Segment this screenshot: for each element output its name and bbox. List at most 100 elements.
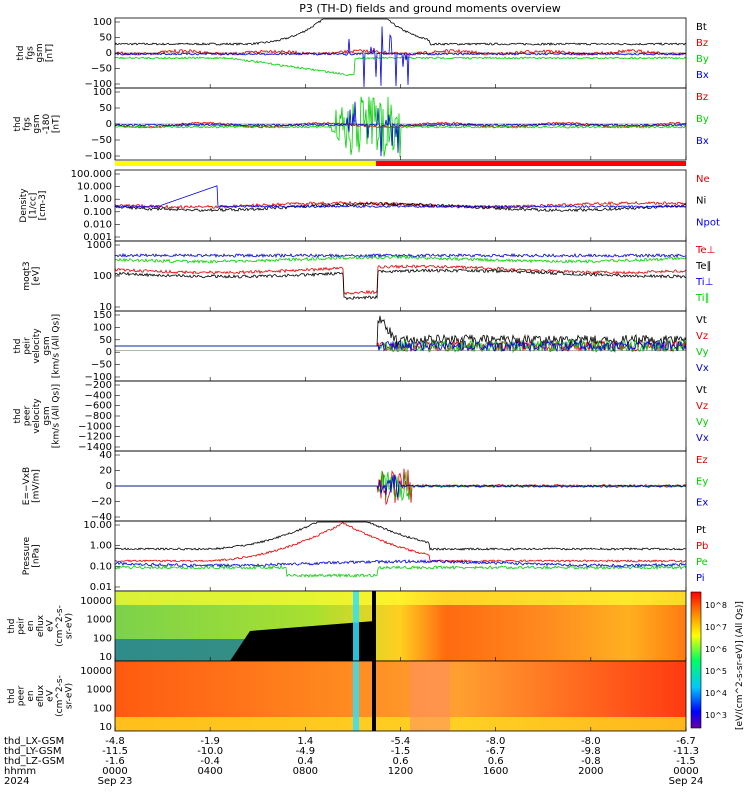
- colorbar-tick: 10^3: [705, 711, 727, 720]
- panel-9-ylabel-line: eflux: [36, 614, 46, 637]
- ytick-label: 1.00: [90, 541, 112, 552]
- trace-Pi: [114, 559, 687, 569]
- footer-time: 2000: [578, 766, 603, 777]
- panel-10-ylabel-line: thd: [7, 689, 17, 704]
- panel-frame: [114, 380, 687, 452]
- legend-Vy: Vy: [696, 347, 709, 358]
- legend-Bz: Bz: [696, 92, 708, 103]
- ytick-label: 1000: [87, 240, 112, 251]
- panel-6: thd peer velocity gsm [km/s (All Qs)] −200−40…: [13, 380, 709, 453]
- spectrogram-gap: [230, 621, 375, 661]
- footer-time: 0400: [197, 766, 222, 777]
- footer-row-label: thd_LX-GSM: [4, 736, 64, 747]
- panel-6-ylabel-line: gsm: [42, 406, 52, 425]
- legend-Pi: Pi: [696, 573, 705, 584]
- colorbar: [eV/(cm^2-s-sr-eV)] (All Qs)] 10^8 10^7 10…: [690, 591, 745, 730]
- footer-time: 1600: [483, 766, 508, 777]
- legend-Ex: Ex: [696, 498, 708, 509]
- panel-1-ylabel-line: fgs: [26, 46, 36, 60]
- ytick-label: 0.01: [90, 582, 112, 593]
- footer-date-end: Sep 24: [669, 776, 704, 787]
- ytick-label: 1.000: [83, 194, 112, 205]
- footer-lz-value: -1.5: [676, 756, 696, 767]
- legend-Bz: Bz: [696, 38, 708, 49]
- legend-Ti⊥: Ti⊥: [695, 277, 713, 288]
- panel-1-ylabel-line: [nT]: [45, 44, 55, 62]
- ytick-label: −20: [91, 497, 112, 508]
- ytick-label: 0: [106, 119, 112, 130]
- spectrogram-dropout: [372, 661, 376, 731]
- trace-Ni: [114, 201, 687, 213]
- trace-Bx: [114, 101, 687, 157]
- ytick-label: 0: [106, 481, 112, 492]
- panel-1-ylabel-line: gsm: [35, 43, 45, 62]
- spectrogram-band-top: [115, 591, 686, 605]
- footer-lz-value: -0.8: [581, 756, 601, 767]
- footer-ly-value: -6.7: [486, 746, 506, 757]
- ytick-label: 100.000: [71, 169, 112, 180]
- panel-6-ylabel-line: velocity: [32, 398, 42, 434]
- ytick-label: 10: [99, 652, 112, 663]
- ytick-label: −800: [85, 411, 112, 422]
- trace-Bt: [114, 18, 687, 46]
- footer-time: 1200: [388, 766, 413, 777]
- trace-Npot: [114, 185, 687, 209]
- panel-frame: [114, 520, 687, 592]
- ytick-label: 100: [93, 703, 112, 714]
- trace-Ne: [114, 200, 687, 210]
- ytick-label: −600: [85, 401, 112, 412]
- legend-Vz: Vz: [696, 401, 708, 412]
- legend-Bt: Bt: [696, 22, 707, 33]
- footer-lz-value: 0.4: [297, 756, 313, 767]
- panel-2: thd fgs gsm -180 [nT] 100 50 0 −50 −100 Bz By Bx: [13, 87, 709, 162]
- legend-Ne: Ne: [696, 174, 710, 185]
- panel-2-ylabel-line: [nT]: [51, 115, 61, 133]
- panel-5-ylabel-line: gsm: [42, 336, 52, 355]
- legend-Ey: Ey: [696, 476, 708, 487]
- footer-lz-value: 0.6: [393, 756, 409, 767]
- ytick-label: 10000: [80, 596, 112, 607]
- panel-3-ylabel-line: Density: [19, 188, 29, 223]
- footer-time: 0000: [102, 766, 127, 777]
- trace-Pt: [114, 521, 687, 551]
- spectrogram-spike: [353, 591, 359, 661]
- panel-10-ylabel-line: eV: [45, 689, 55, 702]
- footer-lz-value: -1.6: [105, 756, 125, 767]
- panel-9-ylabel-line: eV: [45, 619, 55, 632]
- colorbar-tick: 10^4: [705, 689, 727, 698]
- ytick-label: −1400: [78, 442, 112, 453]
- spectrogram-spike: [353, 661, 359, 731]
- ytick-label: −1000: [78, 421, 112, 432]
- ytick-label: 100: [93, 633, 112, 644]
- ytick-label: 50: [99, 33, 112, 44]
- panel-7-ylabel-line: E=−VxB: [22, 467, 32, 505]
- panel-9-ylabel-line: (cm^2-s-: [55, 605, 65, 647]
- panel-3-ylabel-line: [1/cc]: [29, 193, 39, 219]
- legend-By: By: [696, 114, 709, 125]
- plot-title: P3 (TH-D) fields and ground moments over…: [299, 2, 561, 15]
- ytick-label: −100: [85, 372, 112, 383]
- footer-lx-value: -1.9: [200, 736, 220, 747]
- panel-7-ylabel-line: [mV/m]: [32, 469, 42, 503]
- panel-2-ylabel-line: -180: [42, 114, 52, 135]
- panel-10-ylabel-line: en: [26, 690, 36, 701]
- ytick-label: −40: [91, 512, 112, 523]
- panel-8-ylabel-line: [nPa]: [32, 544, 42, 567]
- panel-5-ylabel-line: peir: [23, 337, 33, 355]
- ytick-label: −400: [85, 390, 112, 401]
- legend-Pb: Pb: [696, 541, 708, 552]
- ytick-label: 20: [99, 466, 112, 477]
- ytick-label: 100: [93, 271, 112, 282]
- panel-5-ylabel-line: [km/s (All Qs)]: [51, 314, 61, 378]
- legend-Bx: Bx: [696, 136, 709, 147]
- panel-10-ylabel-line: sr-eV): [65, 683, 75, 709]
- trace-Tpar-e: [114, 268, 687, 301]
- ytick-label: 100: [93, 17, 112, 28]
- legend-Ti∥: Ti∥: [695, 293, 710, 304]
- ytick-label: 0.100: [83, 207, 112, 218]
- panel-frame: [114, 169, 687, 242]
- trace-Bx: [114, 26, 687, 88]
- ytick-label: 0.10: [90, 561, 112, 572]
